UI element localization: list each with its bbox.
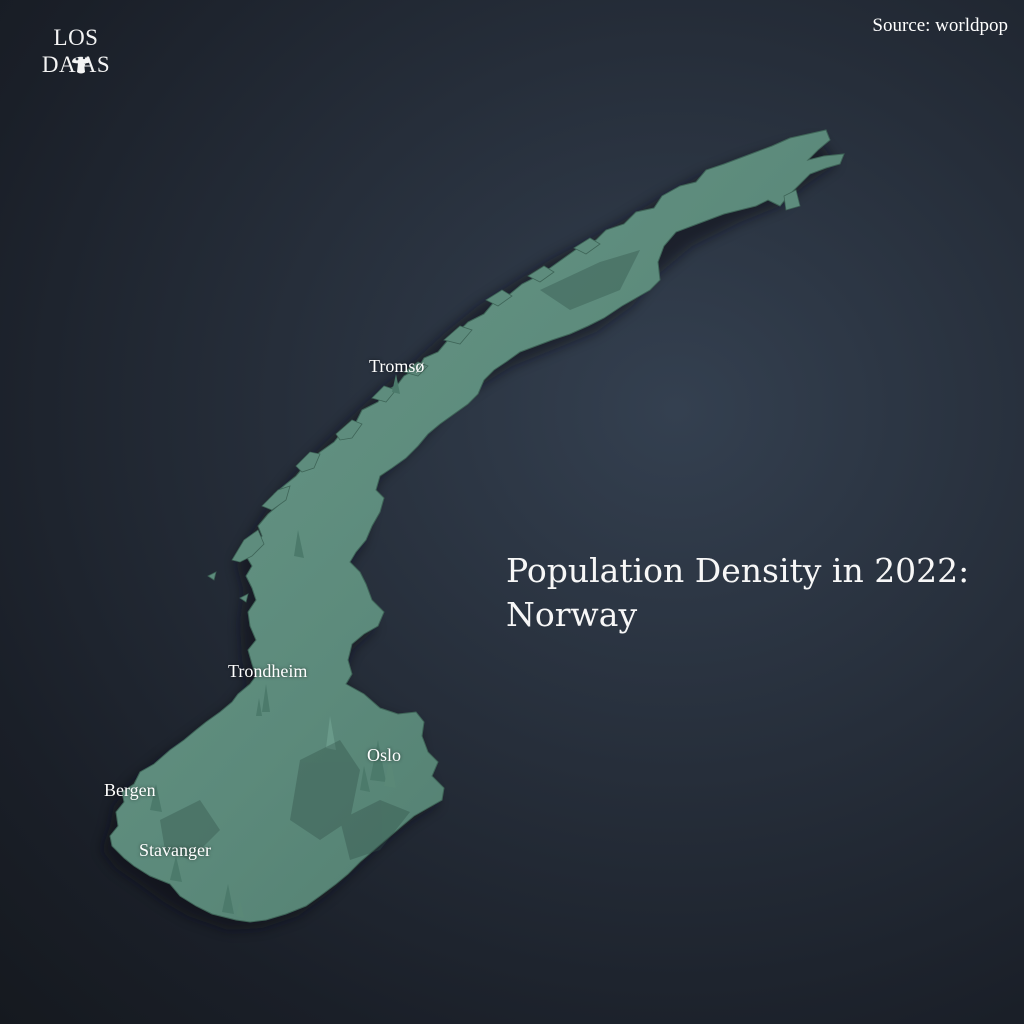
map-title: Population Density in 2022: Norway xyxy=(506,549,969,637)
city-label-trondheim: Trondheim xyxy=(228,661,308,681)
city-label-tromso: Tromsø xyxy=(369,356,425,376)
title-line-1: Population Density in 2022: xyxy=(506,551,970,590)
relief-shading xyxy=(160,250,640,860)
logo-line-1: LOS xyxy=(53,25,99,50)
title-line-2: Norway xyxy=(506,595,638,634)
source-label: Source: worldpop xyxy=(872,15,1008,36)
coastal-islands xyxy=(207,189,801,603)
city-label-bergen: Bergen xyxy=(104,780,156,800)
norway-landmass xyxy=(109,129,845,923)
city-label-oslo: Oslo xyxy=(367,745,402,765)
logo-line-2: DA AS xyxy=(41,52,111,77)
los-datas-logo: LOS DA AS xyxy=(26,24,126,78)
mushroom-icon xyxy=(72,56,90,74)
population-spikes xyxy=(150,374,400,918)
city-label-stavanger: Stavanger xyxy=(139,840,211,860)
